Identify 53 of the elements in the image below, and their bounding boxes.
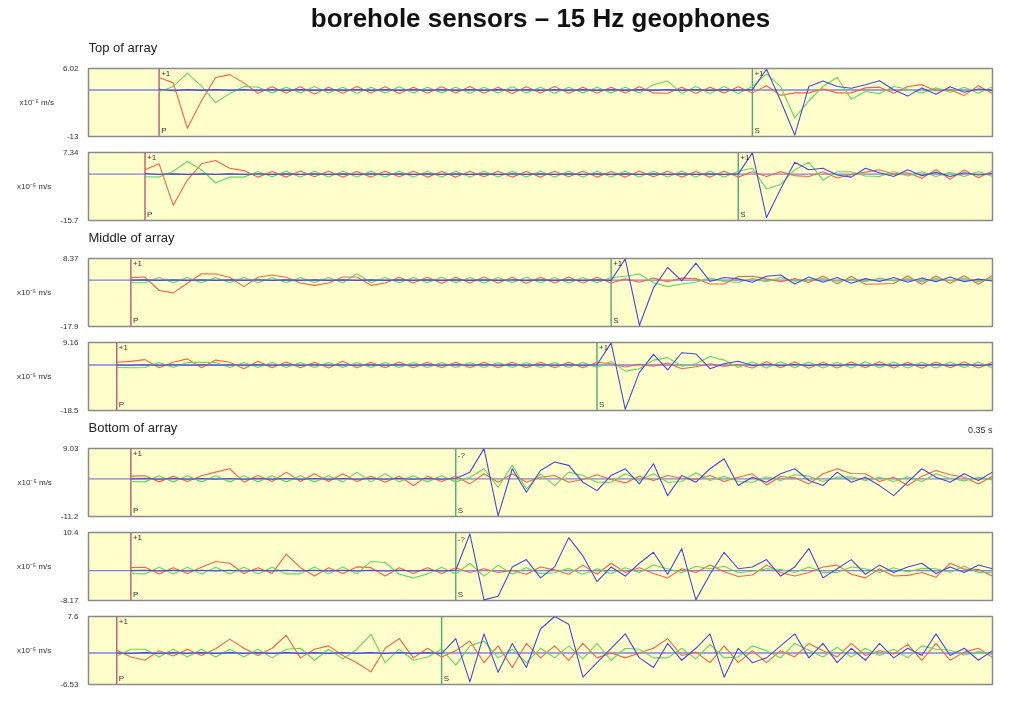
chart-subtitle: Bottom of array [88, 419, 178, 435]
y-tick-label: 7.6 [67, 612, 80, 621]
chart-subtitle: Top of array [88, 39, 158, 55]
y-axis-title: x10⁻⁵ m/s [16, 288, 52, 297]
x-tick-label: S [443, 673, 449, 683]
annotation: +1 [118, 616, 129, 626]
annotation: +1 [613, 258, 623, 268]
annotation: +1 [132, 258, 143, 268]
annotation: +1 [118, 342, 129, 352]
x-tick-label: P [118, 673, 125, 683]
annotation: +1 [161, 68, 171, 78]
annotation: +1 [147, 152, 157, 162]
y-tick-label: 10.4 [62, 528, 80, 537]
y-tick-label: -8.17 [60, 596, 80, 605]
chart-subtitle: Middle of array [88, 229, 175, 245]
annotation: -? [457, 450, 466, 460]
y-tick-label: -11.2 [60, 512, 80, 521]
x-tick-label: P [132, 589, 139, 599]
annotation: -? [457, 534, 466, 544]
annotation: +1 [599, 342, 609, 352]
y-tick-label: -18.5 [60, 406, 80, 415]
x-tick-label: P [132, 505, 139, 515]
annotation: +1 [132, 448, 143, 458]
y-axis-title: x10⁻⁵ m/s [16, 372, 52, 381]
annotation: +1 [754, 68, 765, 78]
y-tick-label: 6.02 [62, 64, 80, 73]
x-tick-label: S [599, 399, 605, 409]
x-tick-label: S [457, 505, 464, 515]
y-tick-label: -17.9 [60, 322, 80, 331]
annotation: +1 [740, 152, 750, 162]
y-axis-title: x10⁻⁵ m/s [16, 646, 52, 655]
y-axis-title: x10⁻⁵ m/s [17, 478, 52, 487]
x-tick-label: P [132, 315, 139, 325]
y-tick-label: 9.16 [62, 338, 80, 347]
x-tick-label: P [118, 399, 125, 409]
y-tick-label: 8.37 [62, 254, 80, 263]
text: 0.35 s [967, 424, 993, 435]
x-tick-label: P [161, 125, 167, 135]
x-tick-label: S [754, 125, 760, 135]
x-tick-label: S [740, 209, 746, 219]
y-tick-label: -15.7 [60, 216, 80, 225]
x-tick-label: P [147, 209, 153, 219]
x-tick-label: S [457, 589, 464, 599]
y-axis-title: x10⁻⁵ m/s [16, 562, 52, 571]
y-axis-title: x10⁻⁵ m/s [19, 98, 54, 107]
y-tick-label: -6.53 [60, 680, 80, 689]
y-tick-label: -13 [66, 132, 80, 141]
chart-title: borehole sensors – 15 Hz geophones [310, 2, 771, 33]
annotation: +1 [132, 532, 143, 542]
y-tick-label: 9.03 [62, 444, 80, 453]
y-axis-title: x10⁻⁵ m/s [16, 182, 52, 191]
y-tick-label: 7.34 [62, 148, 80, 157]
x-tick-label: S [613, 315, 619, 325]
